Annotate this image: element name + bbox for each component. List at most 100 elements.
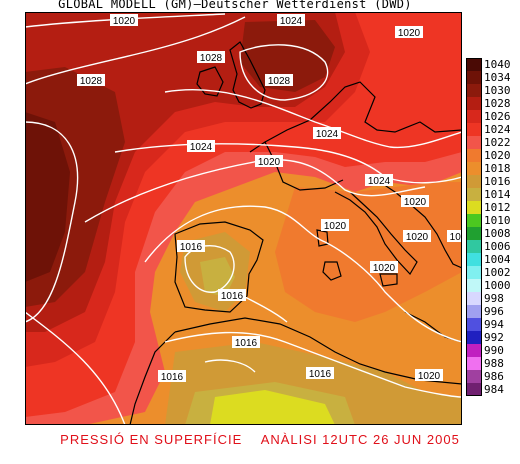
legend-swatch [466, 266, 482, 279]
map-border [25, 12, 462, 425]
legend-swatch [466, 305, 482, 318]
legend-swatch [466, 383, 482, 396]
svg-text:1028: 1028 [80, 76, 103, 87]
legend-item: 996 [466, 305, 520, 318]
svg-text:1020: 1020 [418, 371, 441, 382]
legend-label: 988 [484, 357, 504, 370]
legend-label: 1000 [484, 279, 511, 292]
isobar-label: 1016 [232, 336, 260, 349]
svg-text:1020: 1020 [113, 16, 136, 27]
legend-item: 992 [466, 331, 520, 344]
svg-text:102: 102 [450, 232, 462, 243]
legend-item: 1012 [466, 201, 520, 214]
legend-swatch [466, 240, 482, 253]
legend-item: 1018 [466, 162, 520, 175]
svg-text:1028: 1028 [268, 76, 291, 87]
legend-label: 1008 [484, 227, 511, 240]
isobar-label: 1020 [395, 26, 423, 39]
legend-swatch [466, 214, 482, 227]
isobar-labels: 1020 1024 1020 1028 1028 1028 1024 1024 … [77, 14, 462, 383]
legend-item: 1040 [466, 58, 520, 71]
legend-swatch [466, 97, 482, 110]
legend-swatch [466, 370, 482, 383]
svg-text:1020: 1020 [373, 263, 396, 274]
svg-text:1016: 1016 [309, 369, 332, 380]
legend-label: 1026 [484, 110, 511, 123]
map-caption: PRESSIÓ EN SUPERFÍCIE ANÀLISI 12UTC 26 J… [0, 432, 520, 447]
svg-text:1016: 1016 [161, 372, 184, 383]
legend-item: 1000 [466, 279, 520, 292]
legend-item: 1004 [466, 253, 520, 266]
legend-label: 1014 [484, 188, 511, 201]
isobar-label: 1028 [197, 51, 225, 64]
legend-item: 1014 [466, 188, 520, 201]
legend-label: 998 [484, 292, 504, 305]
isobar-label: 1024 [277, 14, 305, 27]
pressure-map: 1020 1024 1020 1028 1028 1028 1024 1024 … [25, 12, 462, 425]
legend-item: 988 [466, 357, 520, 370]
svg-text:1020: 1020 [324, 221, 347, 232]
legend-swatch [466, 292, 482, 305]
legend-item: 1016 [466, 175, 520, 188]
legend-item: 1026 [466, 110, 520, 123]
legend-label: 1012 [484, 201, 511, 214]
isobar-label: 1020 [255, 155, 283, 168]
isobar-label: 1024 [365, 174, 393, 187]
legend-label: 994 [484, 318, 504, 331]
chart-title: GLOBAL MODELL (GM)—Deutscher Wetterdiens… [58, 0, 412, 11]
legend-swatch [466, 253, 482, 266]
legend-swatch [466, 344, 482, 357]
legend-item: 1008 [466, 227, 520, 240]
legend-swatch [466, 136, 482, 149]
legend-swatch [466, 279, 482, 292]
isobar-label: 1016 [306, 367, 334, 380]
legend-swatch [466, 318, 482, 331]
legend-label: 986 [484, 370, 504, 383]
legend-label: 1018 [484, 162, 511, 175]
legend-item: 990 [466, 344, 520, 357]
isobar-label: 1016 [177, 240, 205, 253]
legend-item: 986 [466, 370, 520, 383]
svg-text:1024: 1024 [190, 142, 213, 153]
legend-item: 1002 [466, 266, 520, 279]
isobar-label: 1020 [401, 195, 429, 208]
legend-item: 1006 [466, 240, 520, 253]
legend-label: 1016 [484, 175, 511, 188]
isobar-label: 1020 [110, 14, 138, 27]
svg-text:1020: 1020 [406, 232, 429, 243]
legend-label: 1022 [484, 136, 511, 149]
isobars [25, 13, 462, 425]
legend-swatch [466, 227, 482, 240]
legend-swatch [466, 331, 482, 344]
svg-text:1024: 1024 [280, 16, 303, 27]
legend-item: 1022 [466, 136, 520, 149]
legend-item: 994 [466, 318, 520, 331]
legend-label: 1030 [484, 84, 511, 97]
legend-label: 1004 [484, 253, 511, 266]
isobar-label: 1020 [415, 369, 443, 382]
pressure-field-1030 [240, 20, 335, 92]
isobar-label: 1024 [313, 127, 341, 140]
field-label: PRESSIÓ EN SUPERFÍCIE [60, 432, 243, 447]
isobar-label: 1028 [265, 74, 293, 87]
legend-swatch [466, 162, 482, 175]
isobar-label: 1020 [370, 261, 398, 274]
legend-label: 1028 [484, 97, 511, 110]
isobar-label: 102 [447, 230, 462, 243]
isobar-label: 1028 [77, 74, 105, 87]
legend-item: 984 [466, 383, 520, 396]
legend-item: 1020 [466, 149, 520, 162]
legend-item: 1030 [466, 84, 520, 97]
svg-text:1016: 1016 [221, 291, 244, 302]
legend-swatch [466, 110, 482, 123]
legend-swatch [466, 188, 482, 201]
legend-item: 1024 [466, 123, 520, 136]
legend-item: 998 [466, 292, 520, 305]
legend-label: 984 [484, 383, 504, 396]
svg-text:1020: 1020 [258, 157, 281, 168]
legend-item: 1034 [466, 71, 520, 84]
svg-text:1020: 1020 [404, 197, 427, 208]
pressure-field-1020-med [275, 182, 462, 322]
legend-label: 1020 [484, 149, 511, 162]
isobar-label: 1016 [218, 289, 246, 302]
